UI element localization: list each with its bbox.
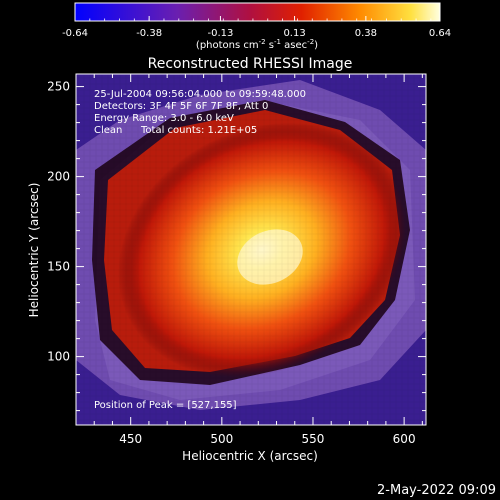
- colorbar-gradient: [74, 2, 441, 22]
- axis-ticks: 450 500 550 600 100 150 200 250: [47, 74, 426, 446]
- y-tick-label: 250: [47, 80, 70, 94]
- x-tick-label: 550: [302, 432, 325, 446]
- colorbar-ticks: -0.64 -0.38 -0.13 0.13 0.38 0.64: [62, 16, 451, 39]
- total-counts: Total counts: 1.21E+05: [140, 125, 257, 136]
- peak-position: Position of Peak = [527,155]: [94, 400, 237, 411]
- x-axis-label: Heliocentric X (arcsec): [182, 449, 318, 463]
- colorbar-tick-label: 0.13: [283, 28, 305, 39]
- colorbar-tick-label: -0.38: [136, 28, 162, 39]
- y-tick-label: 100: [47, 350, 70, 364]
- colorbar-tick-label: -0.64: [62, 28, 88, 39]
- clean-method: Clean: [94, 125, 122, 136]
- x-tick-label: 600: [393, 432, 416, 446]
- observation-info: 25-Jul-2004 09:56:04.000 to 09:59:48.000…: [94, 89, 306, 136]
- chart-title: Reconstructed RHESSI Image: [148, 56, 353, 72]
- colorbar-units-label: (photons cm-2 s-1 asec-2): [196, 38, 318, 51]
- x-tick-label: 450: [119, 432, 142, 446]
- energy-range: Energy Range: 3.0 - 6.0 keV: [94, 113, 234, 124]
- y-tick-label: 150: [47, 260, 70, 274]
- colorbar: -0.64 -0.38 -0.13 0.13 0.38 0.64 (photons cm-…: [62, 2, 451, 51]
- plot-area: [76, 74, 426, 425]
- colorbar-tick-label: 0.64: [429, 28, 451, 39]
- time-range: 25-Jul-2004 09:56:04.000 to 09:59:48.000: [94, 89, 306, 100]
- colorbar-tick-label: 0.38: [355, 28, 377, 39]
- render-date: 2-May-2022 09:09: [377, 483, 496, 498]
- plot-frame: [75, 73, 427, 426]
- x-tick-label: 500: [210, 432, 233, 446]
- y-axis-label: Heliocentric Y (arcsec): [27, 183, 41, 318]
- colorbar-tick-label: -0.13: [207, 28, 233, 39]
- y-tick-label: 200: [47, 170, 70, 184]
- detectors: Detectors: 3F 4F 5F 6F 7F 8F, Att 0: [94, 101, 268, 112]
